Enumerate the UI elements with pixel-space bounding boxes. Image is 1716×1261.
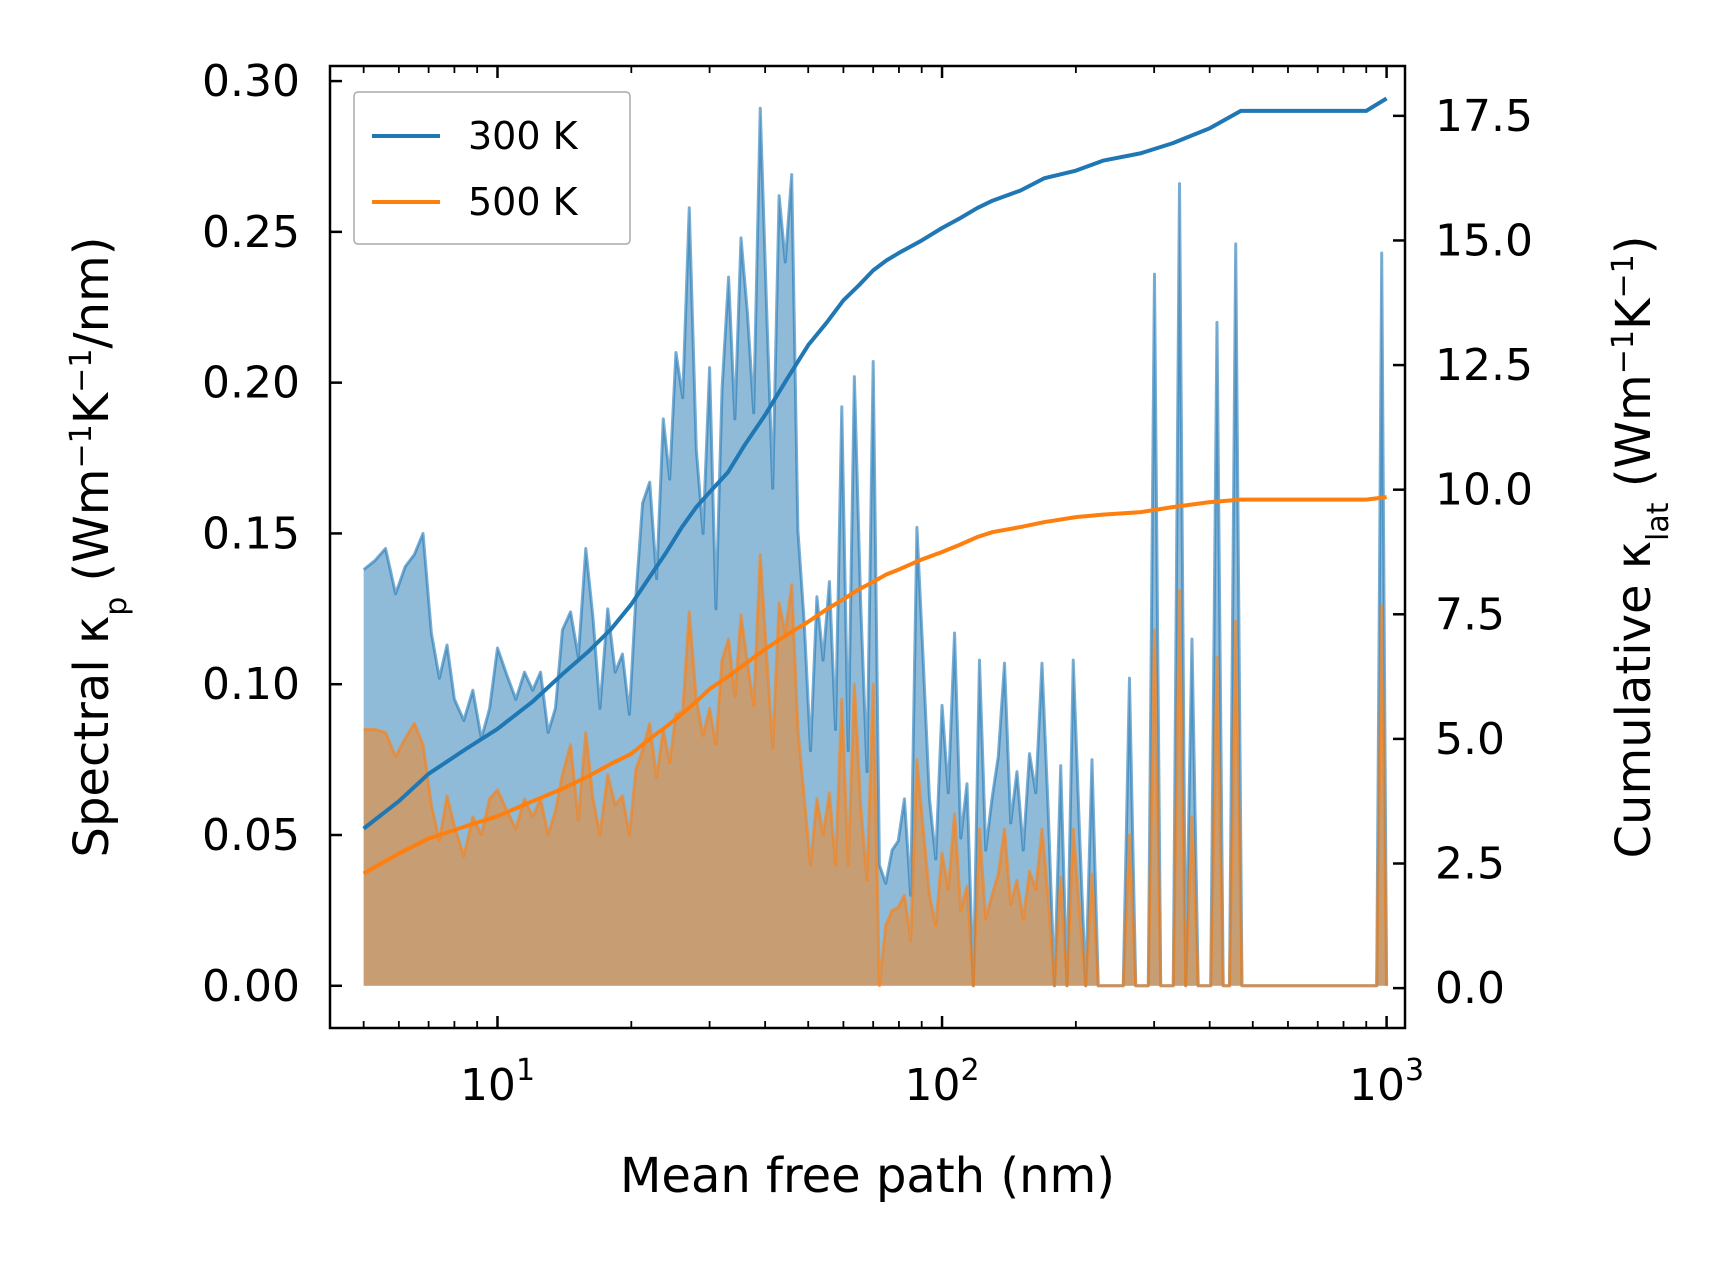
- left-y-title-subscript: p: [99, 597, 134, 616]
- left-y-title-units-open: (Wm: [64, 469, 120, 597]
- left-y-tick-label: 0.25: [202, 207, 300, 258]
- left-y-title-units-mid: K: [64, 391, 120, 424]
- legend: 300 K 500 K: [353, 91, 631, 245]
- right-y-tick-label: 0.0: [1435, 963, 1505, 1014]
- left-y-axis-title: Spectral κp (Wm−1K−1/nm): [64, 237, 134, 858]
- right-y-tick-label: 2.5: [1435, 839, 1505, 890]
- left-y-tick-label: 0.00: [202, 961, 300, 1012]
- right-y-axis-title: Cumulative κlat (Wm−1K−1): [1606, 236, 1676, 859]
- left-y-tick-label: 0.05: [202, 810, 300, 861]
- right-y-title-subscript: lat: [1641, 502, 1676, 541]
- left-y-tick-label: 0.30: [202, 56, 300, 107]
- left-y-title-sup2: −1: [64, 349, 99, 393]
- left-y-tick-label: 0.20: [202, 358, 300, 409]
- legend-label-300k: 300 K: [468, 114, 579, 158]
- right-y-title-units-close: ): [1606, 236, 1662, 255]
- left-y-title-sup1: −1: [64, 424, 99, 468]
- x-tick-label: 103: [1349, 1053, 1424, 1111]
- right-y-title-sup1: −1: [1606, 330, 1641, 374]
- left-y-title-prefix: Spectral κ: [64, 616, 120, 858]
- spectral-line-300k: [362, 106, 1389, 988]
- left-y-tick-label: 0.10: [202, 659, 300, 710]
- spectral-line-500k: [363, 553, 1389, 988]
- x-tick-label: 102: [904, 1053, 979, 1111]
- legend-label-500k: 500 K: [468, 180, 579, 224]
- right-y-title-units-open: (Wm: [1606, 374, 1662, 502]
- cumulative-line-300k: [362, 96, 1388, 831]
- right-y-tick-label: 10.0: [1435, 465, 1533, 516]
- right-y-tick-label: 5.0: [1435, 714, 1505, 765]
- left-y-title-units-close: /nm): [64, 237, 120, 349]
- right-y-tick-label: 12.5: [1435, 340, 1533, 391]
- legend-box: [353, 91, 631, 245]
- ticks: 0.00 0.05 0.10 0.15 0.20 0.25 0.30 0.0 2.5 5.0 7.5…: [202, 56, 1533, 1111]
- right-y-tick-label: 15.0: [1435, 215, 1533, 266]
- right-y-title-units-mid: K: [1606, 297, 1662, 330]
- right-y-title-sup2: −1: [1606, 254, 1641, 298]
- cumulative-line-500k: [362, 495, 1387, 876]
- plot-area: [362, 96, 1389, 988]
- right-y-title-prefix: Cumulative κ: [1606, 541, 1662, 859]
- left-y-tick-label: 0.15: [202, 508, 300, 559]
- x-tick-label: 101: [460, 1053, 535, 1111]
- right-y-tick-label: 7.5: [1435, 589, 1505, 640]
- plot-frame: [328, 64, 1407, 1030]
- right-y-tick-label: 17.5: [1435, 91, 1533, 142]
- x-axis-title: Mean free path (nm): [620, 1148, 1115, 1204]
